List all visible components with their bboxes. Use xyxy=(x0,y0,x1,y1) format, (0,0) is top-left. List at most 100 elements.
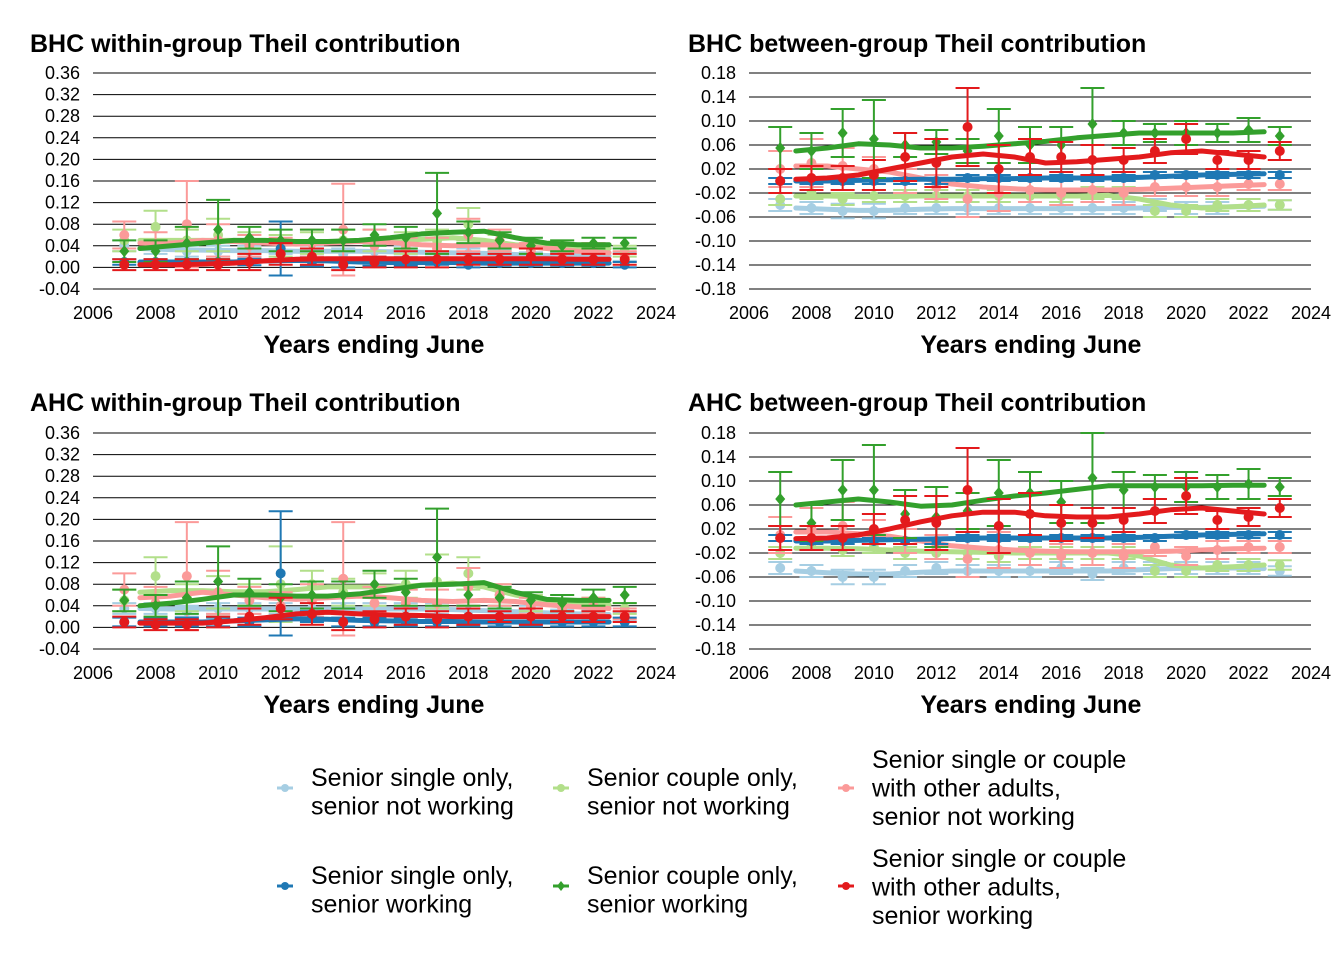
y-tick-label: 0.18 xyxy=(701,423,736,443)
data-point xyxy=(525,594,536,607)
x-axis-label: Years ending June xyxy=(921,331,1142,359)
y-tick-label: -0.06 xyxy=(695,567,736,587)
data-point xyxy=(306,589,317,601)
data-point xyxy=(1149,542,1160,552)
x-axis-label: Years ending June xyxy=(921,691,1142,719)
data-point xyxy=(993,130,1004,142)
y-tick-label: -0.10 xyxy=(695,231,736,251)
data-point xyxy=(1181,182,1192,192)
x-tick-label: 2008 xyxy=(791,303,831,323)
data-point xyxy=(1087,155,1098,165)
legend-label: senior not working xyxy=(872,803,1075,831)
data-point xyxy=(775,563,786,573)
data-point xyxy=(1181,206,1192,216)
data-point xyxy=(1274,146,1285,156)
data-point xyxy=(557,597,568,610)
data-point xyxy=(962,194,973,204)
data-point xyxy=(1056,173,1067,183)
y-tick-label: 0.24 xyxy=(45,488,80,508)
x-tick-label: 2010 xyxy=(854,303,894,323)
data-point xyxy=(306,251,317,262)
data-point xyxy=(463,254,474,265)
panel-title: AHC between-group Theil contribution xyxy=(688,389,1146,417)
data-point xyxy=(1056,518,1067,528)
data-point xyxy=(900,515,911,525)
data-point xyxy=(1025,566,1035,576)
y-tick-label: 0.08 xyxy=(45,574,80,594)
series-6 xyxy=(768,87,1292,194)
data-point xyxy=(1056,188,1067,198)
x-tick-label: 2006 xyxy=(73,663,113,683)
data-point xyxy=(1149,146,1160,156)
data-point xyxy=(1212,515,1223,525)
data-point xyxy=(962,485,973,495)
data-point xyxy=(931,203,942,213)
x-tick-label: 2006 xyxy=(729,303,769,323)
data-point xyxy=(1243,542,1254,552)
x-tick-label: 2022 xyxy=(1229,663,1269,683)
x-tick-label: 2010 xyxy=(198,663,238,683)
data-point xyxy=(1025,509,1035,519)
data-point xyxy=(1025,548,1035,558)
data-point xyxy=(900,203,911,213)
chart-panel-3: AHC within-group Theil contribution -0.04… xyxy=(30,389,676,719)
y-tick-label: 0.16 xyxy=(45,171,80,191)
data-point xyxy=(993,487,1004,499)
y-tick-label: -0.18 xyxy=(695,639,736,659)
data-point xyxy=(1118,551,1129,561)
x-tick-label: 2022 xyxy=(573,663,613,683)
data-point xyxy=(588,237,599,250)
legend-label: senior not working xyxy=(587,793,790,821)
data-point xyxy=(213,617,224,627)
data-point xyxy=(432,207,443,220)
data-point xyxy=(619,589,630,601)
y-tick-label: 0.28 xyxy=(45,106,80,126)
data-point xyxy=(338,234,349,247)
data-point xyxy=(338,259,349,270)
data-point xyxy=(1087,472,1098,484)
data-point xyxy=(837,194,848,204)
data-point xyxy=(1181,170,1192,180)
data-point xyxy=(1212,530,1223,540)
y-tick-label: -0.02 xyxy=(695,183,736,203)
data-point xyxy=(400,254,411,265)
data-point xyxy=(1056,152,1067,162)
x-tick-label: 2018 xyxy=(1104,663,1144,683)
data-point xyxy=(1274,560,1285,570)
x-tick-label: 2020 xyxy=(1166,663,1206,683)
chart-panel-1: BHC within-group Theil contribution -0.04… xyxy=(30,30,676,359)
x-tick-label: 2020 xyxy=(511,663,551,683)
data-point xyxy=(338,617,349,627)
data-point xyxy=(1212,170,1223,180)
data-point xyxy=(432,551,443,564)
data-point xyxy=(775,142,786,154)
data-point xyxy=(588,591,599,604)
x-tick-label: 2016 xyxy=(1041,303,1081,323)
panel-title: AHC within-group Theil contribution xyxy=(30,389,460,417)
data-point xyxy=(181,619,192,630)
y-tick-label: 0.32 xyxy=(45,85,80,105)
data-point xyxy=(1181,530,1192,540)
data-point xyxy=(837,127,848,139)
data-point xyxy=(244,611,255,622)
data-point xyxy=(1087,518,1098,528)
data-point xyxy=(1243,124,1254,136)
data-point xyxy=(150,599,161,612)
x-tick-label: 2012 xyxy=(261,663,301,683)
x-tick-label: 2010 xyxy=(854,663,894,683)
y-tick-label: 0.14 xyxy=(701,87,736,107)
data-point xyxy=(244,586,255,599)
data-point xyxy=(900,566,911,576)
legend-label: Senior single only, xyxy=(311,764,513,792)
data-point xyxy=(868,206,879,216)
data-point xyxy=(837,572,848,582)
y-tick-label: -0.06 xyxy=(695,207,736,227)
legend-key-marker xyxy=(842,784,850,792)
data-point xyxy=(1025,152,1035,162)
data-point xyxy=(400,586,411,599)
data-point xyxy=(588,611,599,622)
data-point xyxy=(1118,484,1129,496)
data-point xyxy=(806,566,817,576)
x-tick-label: 2018 xyxy=(1104,303,1144,323)
